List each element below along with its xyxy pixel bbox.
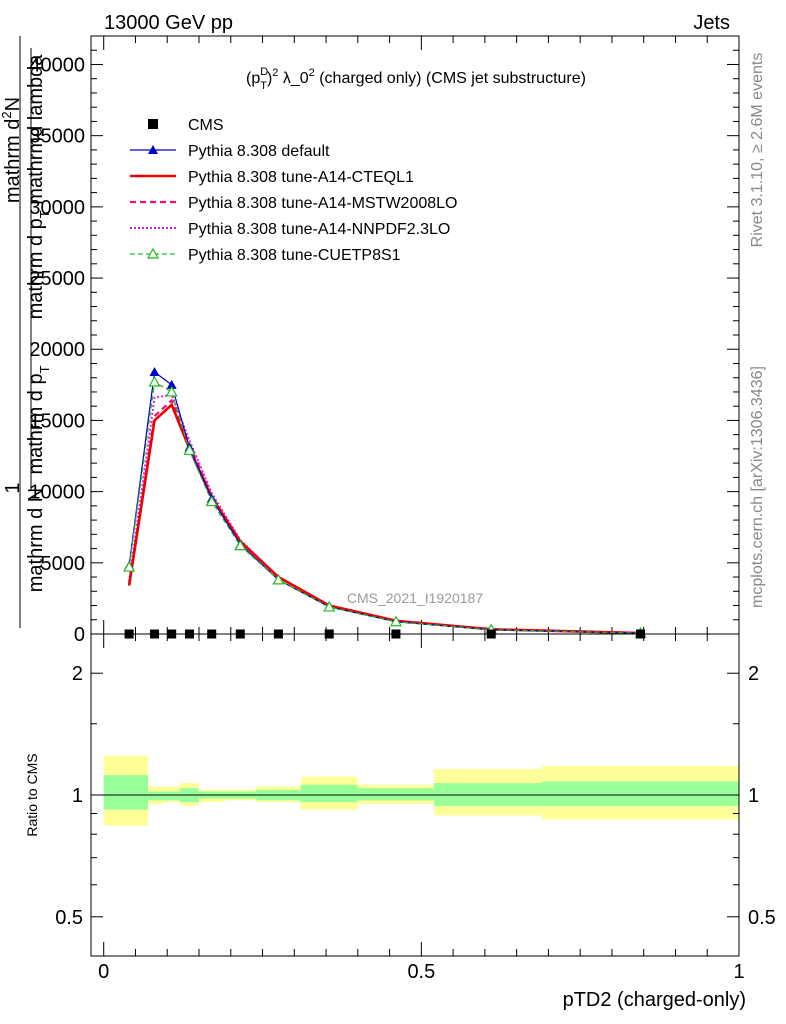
title-close: ) <box>267 70 272 87</box>
legend-label-0: CMS <box>188 117 224 134</box>
y-tick-label: 30000 <box>29 197 85 219</box>
ratio-y-tick-label: 1 <box>72 785 83 807</box>
legend-marker-cms <box>148 119 158 129</box>
ratio-y-axis-label: Ratio to CMS <box>24 753 40 836</box>
title-mid: λ_0 <box>278 70 308 87</box>
ratio-bands <box>103 755 739 826</box>
title-sup-d: D <box>260 66 268 78</box>
ratio-panel: 0.5 0.51 12 2 0 0.5 1 Ratio to CMS pTD2 (char… <box>24 633 776 1011</box>
ratio-band-inner <box>103 775 149 810</box>
y-tick-label: 40000 <box>29 54 85 76</box>
legend-label-4: Pythia 8.308 tune-A14-NNPDF2.3LO <box>188 221 450 238</box>
analysis-watermark: CMS_2021_I1920187 <box>347 590 483 606</box>
title-sup-3: 2 <box>309 67 315 79</box>
legend-label-2: Pythia 8.308 tune-A14-CTEQL1 <box>188 169 414 186</box>
title-open: (p <box>246 70 260 87</box>
series-point-5 <box>234 539 247 551</box>
series-point-5 <box>205 495 218 507</box>
series-point-5 <box>323 600 336 612</box>
y-tick-label: 35000 <box>29 126 85 148</box>
series-line-4 <box>128 393 641 635</box>
legend-marker-5 <box>146 247 160 259</box>
ratio-band-inner <box>164 791 180 801</box>
main-y-axis-label: mathrm d2N mathrm d pT mathrmd lambda 1 … <box>0 36 52 628</box>
y-tick-label: 10000 <box>29 482 85 504</box>
series-point-5 <box>183 444 196 455</box>
series-point-5 <box>272 573 285 585</box>
ratio-band-inner <box>357 788 435 801</box>
x-tick-label: 0 <box>98 961 109 983</box>
series-point-5 <box>165 385 178 397</box>
main-panel: 0 5000 10000 15000 20000 25000 30000 35000 40000… <box>0 35 740 646</box>
mcplots-label: mcplots.cern.ch [arXiv:1306.3436] <box>749 366 766 608</box>
ratio-y-tick-label: 2 <box>72 663 83 685</box>
ylabel-denominator-line1: mathrm d N <box>25 488 47 592</box>
x-tick-label: 0.5 <box>407 961 435 983</box>
ratio-y-tick-label: 0.5 <box>55 907 83 929</box>
legend-label-5: Pythia 8.308 tune-CUETP8S1 <box>188 247 401 264</box>
title-rest: (charged only) (CMS jet substructure) <box>315 70 586 87</box>
ratio-y-axis: 0.5 0.5 1 1 2 2 <box>55 663 776 929</box>
ratio-band-inner <box>148 791 165 801</box>
process-label: Jets <box>693 12 730 34</box>
main-y-axis: 0 5000 10000 15000 20000 25000 30000 35000 40000 <box>29 49 739 646</box>
series-point-5 <box>148 375 161 387</box>
chart-title: (pD T)2 λ_02 (charged only) (CMS jet subs… <box>246 66 586 92</box>
series-point-1 <box>149 367 160 377</box>
ratio-y-tick-label-right: 1 <box>748 785 759 807</box>
x-tick-label: 1 <box>733 961 744 983</box>
y-tick-label: 0 <box>74 624 85 646</box>
energy-label: 13000 GeV pp <box>104 12 233 34</box>
y-tick-label: 20000 <box>29 339 85 361</box>
legend: CMS Pythia 8.308 default Pythia 8.308 tune… <box>130 117 457 264</box>
x-axis-label: pTD2 (charged-only) <box>563 989 746 1011</box>
legend-label-3: Pythia 8.308 tune-A14-MSTW2008LO <box>188 195 457 212</box>
ylabel-denominator-line2: mathrm d pT <box>25 365 52 474</box>
ratio-x-axis: 0 0.5 1 <box>98 634 745 983</box>
legend-label-1: Pythia 8.308 default <box>188 143 330 160</box>
series-point-1 <box>166 379 177 389</box>
y-tick-label: 5000 <box>41 553 86 575</box>
ratio-band-inner <box>434 783 543 806</box>
ratio-y-tick-label-right: 2 <box>748 663 759 685</box>
ylabel-numerator-line1: mathrm d2N <box>0 97 24 203</box>
ratio-y-tick-label-right: 0.5 <box>748 907 776 929</box>
main-x-axis <box>103 36 740 634</box>
ylabel-one: 1 <box>2 482 24 493</box>
series-point-5 <box>123 560 136 572</box>
y-tick-label: 25000 <box>29 268 85 290</box>
title-sup-2: 2 <box>272 67 278 79</box>
y-tick-label: 15000 <box>29 410 85 432</box>
series-point-5 <box>389 615 402 627</box>
ratio-band-inner <box>542 781 739 806</box>
legend-marker-1 <box>148 145 158 154</box>
title-sub-t: T <box>260 80 267 92</box>
ratio-band-inner <box>300 784 358 803</box>
rivet-version-label: Rivet 3.1.10, ≥ 2.6M events <box>749 53 766 248</box>
